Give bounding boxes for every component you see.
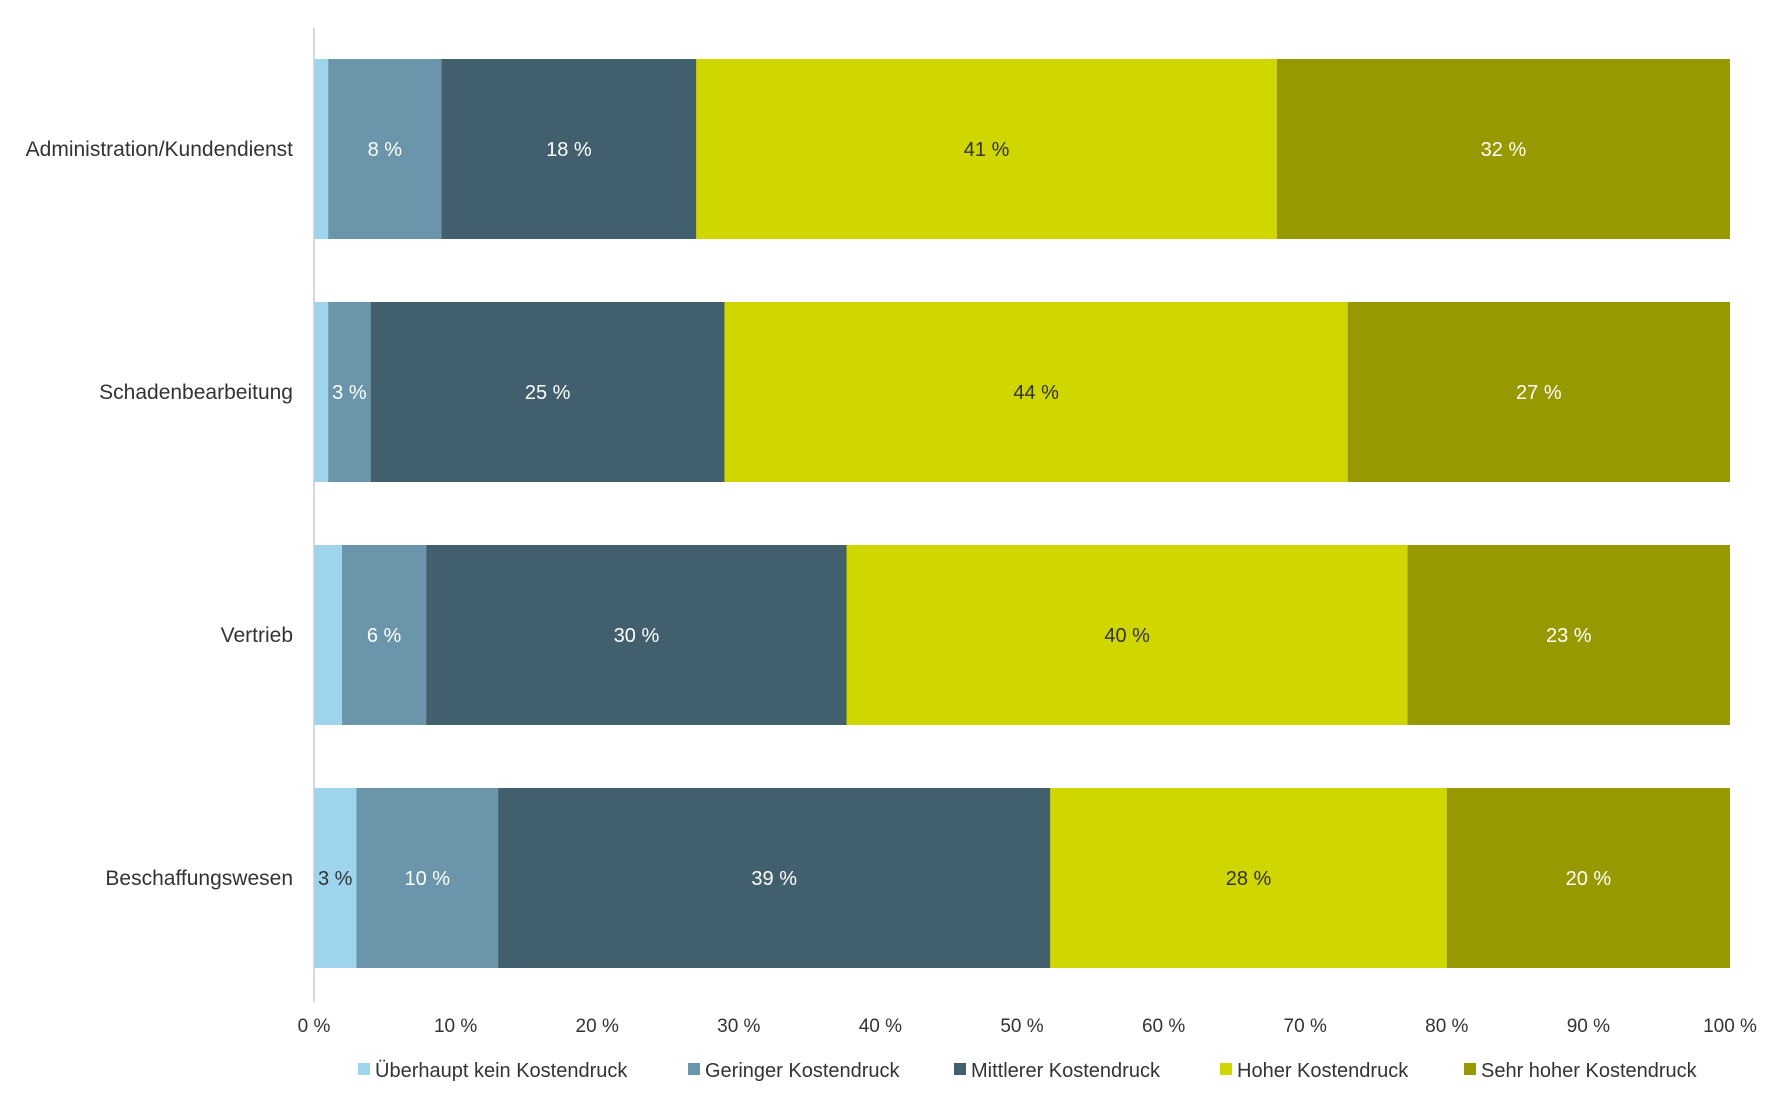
data-label: 18 % xyxy=(546,139,592,161)
x-tick-label: 0 % xyxy=(298,1016,331,1037)
data-label: 20 % xyxy=(1566,868,1612,890)
legend-swatch xyxy=(358,1063,370,1075)
data-label: 6 % xyxy=(367,625,402,647)
bar-segment xyxy=(1276,59,1730,239)
legend-label: Mittlerer Kostendruck xyxy=(971,1060,1161,1082)
category-labels-group: Administration/Kundendienst Schadenbearbe… xyxy=(26,138,293,890)
bar-segment xyxy=(1446,788,1730,968)
bar-segment xyxy=(328,59,442,239)
bar-segment xyxy=(441,59,697,239)
data-label: 27 % xyxy=(1516,382,1562,404)
data-label: 40 % xyxy=(1104,625,1150,647)
bar-segment xyxy=(314,545,343,725)
data-label: 28 % xyxy=(1226,868,1272,890)
x-tick-label: 60 % xyxy=(1142,1016,1185,1037)
x-tick-label: 90 % xyxy=(1567,1016,1610,1037)
legend-swatch xyxy=(1220,1063,1232,1075)
bar-segment xyxy=(498,788,1051,968)
category-label: Schadenbearbeitung xyxy=(99,381,293,404)
x-tick-label: 40 % xyxy=(859,1016,902,1037)
legend-swatch xyxy=(1464,1063,1476,1075)
legend-label: Überhaupt kein Kostendruck xyxy=(375,1060,628,1082)
data-label: 25 % xyxy=(525,382,571,404)
legend-swatch xyxy=(954,1063,966,1075)
legend: Überhaupt kein Kostendruck Geringer Koste… xyxy=(358,1060,1698,1082)
legend-label: Sehr hoher Kostendruck xyxy=(1481,1060,1698,1082)
bar-segment xyxy=(846,545,1408,725)
data-label: 3 % xyxy=(332,382,367,404)
bar-segment xyxy=(724,302,1348,482)
x-tick-label: 10 % xyxy=(434,1016,477,1037)
bar-segment xyxy=(342,545,427,725)
bar-segment xyxy=(314,59,329,239)
x-tick-label: 100 % xyxy=(1703,1016,1757,1037)
data-label: 8 % xyxy=(368,139,403,161)
legend-swatch xyxy=(688,1063,700,1075)
data-label: 23 % xyxy=(1546,625,1592,647)
data-label: 41 % xyxy=(964,139,1010,161)
data-label: 30 % xyxy=(614,625,660,647)
bar-segment xyxy=(1407,545,1730,725)
x-tick-label: 80 % xyxy=(1425,1016,1468,1037)
segment-labels-group: 8 % 18 % 41 % 32 % 3 % 25 % 44 % 27 % 6 % 30 % 40 … xyxy=(318,139,1611,890)
data-label: 32 % xyxy=(1481,139,1527,161)
legend-label: Hoher Kostendruck xyxy=(1237,1060,1409,1082)
data-label: 3 % xyxy=(318,868,353,890)
category-label: Vertrieb xyxy=(221,624,293,647)
x-tick-label: 20 % xyxy=(576,1016,619,1037)
bar-segment xyxy=(314,788,357,968)
x-tick-label: 70 % xyxy=(1284,1016,1327,1037)
bar-segment xyxy=(1347,302,1730,482)
bar-segment xyxy=(356,788,499,968)
x-tick-label: 30 % xyxy=(717,1016,760,1037)
data-label: 10 % xyxy=(404,868,450,890)
bar-segment xyxy=(426,545,847,725)
bar-segment xyxy=(370,302,725,482)
bar-segment xyxy=(1050,788,1447,968)
data-label: 39 % xyxy=(751,868,797,890)
x-tick-label: 50 % xyxy=(1000,1016,1043,1037)
bar-segment xyxy=(328,302,371,482)
x-tick-labels-group: 0 % 10 % 20 % 30 % 40 % 50 % 60 % 70 % 80 % 90 % 1… xyxy=(298,1016,1757,1037)
data-label: 44 % xyxy=(1013,382,1059,404)
category-label: Beschaffungswesen xyxy=(105,867,293,890)
category-label: Administration/Kundendienst xyxy=(26,138,293,161)
bar-segment xyxy=(696,59,1277,239)
bars-group xyxy=(314,59,1730,968)
bar-segment xyxy=(314,302,329,482)
legend-label: Geringer Kostendruck xyxy=(705,1060,901,1082)
